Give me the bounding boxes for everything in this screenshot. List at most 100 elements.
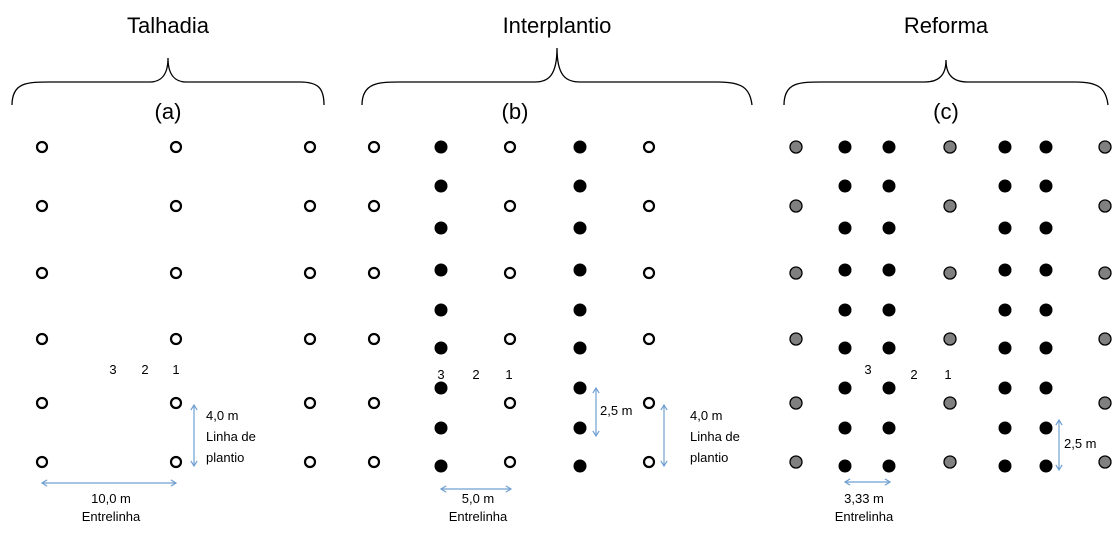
panel-c-tree-new [838,421,852,435]
panel-a-tree-open [169,332,183,346]
panel-c-tree-new [838,381,852,395]
panel-b-tree-interplanted [434,263,448,277]
panel-c-brace [783,59,1109,106]
panel-a-row-number-3: 3 [109,362,116,377]
panel-c-tree-original [1098,199,1112,213]
panel-a-in-row-value: 4,0 m [206,408,239,423]
panel-b-row-number-3: 3 [437,367,444,382]
panel-a-tree-open [169,396,183,410]
panel-b-tree-open [503,455,517,469]
panel-b-tree-open [367,140,381,154]
panel-a-tree-open [303,455,317,469]
panel-c-tree-original [943,455,957,469]
panel-b-tree-interplanted [434,221,448,235]
panel-c-tree-original [1098,332,1112,346]
panel-c-tree-new [882,421,896,435]
panel-b-tree-interplanted [573,263,587,277]
panel-c-tree-new [1039,263,1053,277]
panel-b-tree-interplanted [573,421,587,435]
dimension-arrows [40,386,1063,493]
panel-c-tree-new [1039,381,1053,395]
panel-c-label: (c) [933,99,959,124]
panel-a-tree-open [169,266,183,280]
panel-b-tree-interplanted [573,341,587,355]
panel-a-row-number-2: 2 [141,362,148,377]
panel-b-tree-open [503,332,517,346]
panel-a-tree-open [35,396,49,410]
panel-c-tree-new [838,303,852,317]
panel-c-tree-new [838,179,852,193]
panel-c-tree-original [1098,455,1112,469]
panel-c-tree-original [943,199,957,213]
panel-b-in-row-arrow [660,403,668,468]
panel-c-tree-new [1039,303,1053,317]
panel-b-tree-interplanted [434,140,448,154]
panel-b-tree-open [367,332,381,346]
panel-c-tree-original [943,266,957,280]
panel-c-tree-original [943,140,957,154]
panel-c-tree-new [882,179,896,193]
panel-b-row-number-2: 2 [472,367,479,382]
panel-b-tree-interplanted [573,381,587,395]
panel-c-tree-new [1039,140,1053,154]
panel-c-row-number-1: 1 [944,367,951,382]
panel-b-tree-open [642,455,656,469]
panel-c-tree-new [838,140,852,154]
panel-c-tree-new [882,140,896,154]
panel-c-tree-original [1098,396,1112,410]
panel-c-tree-original [789,140,803,154]
panel-b-in-row-line1: Linha de [690,429,740,444]
panel-c-tree-new [998,459,1012,473]
panel-a-tree-open [303,396,317,410]
panel-b-tree-interplanted [573,459,587,473]
panel-b-tree-open [642,199,656,213]
panel-a-in-row-line1: Linha de [206,429,256,444]
panel-c-in-row-value: 2,5 m [1064,436,1097,451]
panel-b-new-in-row-arrow [592,386,600,438]
panel-a-in-row-arrow [190,403,198,468]
panel-b-in-row-line2: plantio [690,450,728,465]
panel-c-tree-original [789,332,803,346]
panel-b-tree-open [503,396,517,410]
panel-b-tree-open [642,332,656,346]
panel-b-tree-open [642,396,656,410]
panel-c-tree-new [1039,421,1053,435]
panel-a-inter-row-arrow [40,479,178,487]
panel-b-tree-interplanted [573,140,587,154]
tree-markers [35,140,1112,473]
panel-c-tree-new [998,421,1012,435]
panel-c-tree-new [998,179,1012,193]
panel-c-tree-new [998,341,1012,355]
panel-c-tree-original [789,396,803,410]
panel-b-tree-interplanted [573,221,587,235]
panel-c-tree-original [789,455,803,469]
panel-a-tree-open [303,332,317,346]
panel-a-title: Talhadia [127,13,210,38]
panel-b-tree-open [642,140,656,154]
panel-c-tree-new [838,341,852,355]
panel-b-tree-open [367,266,381,280]
panel-a-tree-open [303,266,317,280]
panel-b-brace [361,47,753,106]
panel-b-row-number-1: 1 [505,367,512,382]
panel-b-tree-open [367,199,381,213]
panel-a-inter-row-value: 10,0 m [91,491,131,506]
panel-a-tree-open [169,140,183,154]
panel-b-label: (b) [502,99,529,124]
panel-a-tree-open [35,266,49,280]
panel-c-in-row-arrow [1055,418,1063,472]
panel-a-tree-open [303,199,317,213]
panel-b-tree-interplanted [573,303,587,317]
panel-c-tree-new [882,221,896,235]
panel-b-tree-interplanted [434,341,448,355]
panel-b-tree-interplanted [434,303,448,317]
panel-b-tree-open [503,199,517,213]
panel-c-tree-original [789,266,803,280]
panel-c-tree-new [838,221,852,235]
panel-c-tree-new [998,303,1012,317]
panel-c-tree-original [943,396,957,410]
panel-c-tree-new [998,140,1012,154]
panel-a-tree-open [35,332,49,346]
panel-b-title: Interplantio [503,13,612,38]
